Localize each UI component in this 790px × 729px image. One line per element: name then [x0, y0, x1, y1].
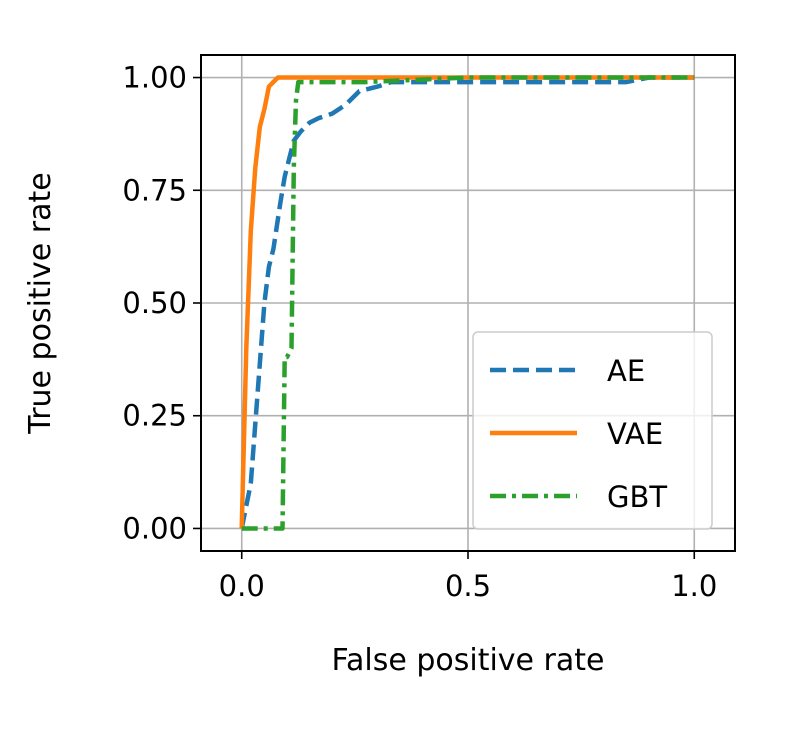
legend-label-gbt: GBT [607, 480, 667, 514]
y-tick-label: 0.25 [122, 399, 187, 433]
x-tick-label: 0.5 [445, 569, 491, 603]
x-tick-label: 1.0 [671, 569, 717, 603]
series-line-gbt [241, 75, 695, 531]
y-tick-label: 0.75 [122, 173, 187, 207]
series-line-ae [239, 75, 695, 529]
y-tick-label: 1.00 [122, 61, 187, 95]
legend-label-ae: AE [607, 354, 645, 388]
axis-ticks: 0.0 0.5 1.0 0.00 0.25 0.50 0.75 1.00 [122, 61, 717, 603]
y-tick-label: 0.00 [122, 511, 187, 545]
x-tick-label: 0.0 [219, 569, 265, 603]
y-axis-label: True positive rate [23, 172, 58, 434]
series-line-vae [239, 75, 695, 529]
x-axis-label: False positive rate [332, 643, 605, 678]
legend: AE VAE GBT [472, 331, 713, 530]
legend-box [472, 331, 713, 530]
legend-label-vae: VAE [607, 417, 663, 451]
series-lines [239, 75, 695, 531]
y-tick-label: 0.50 [122, 286, 187, 320]
